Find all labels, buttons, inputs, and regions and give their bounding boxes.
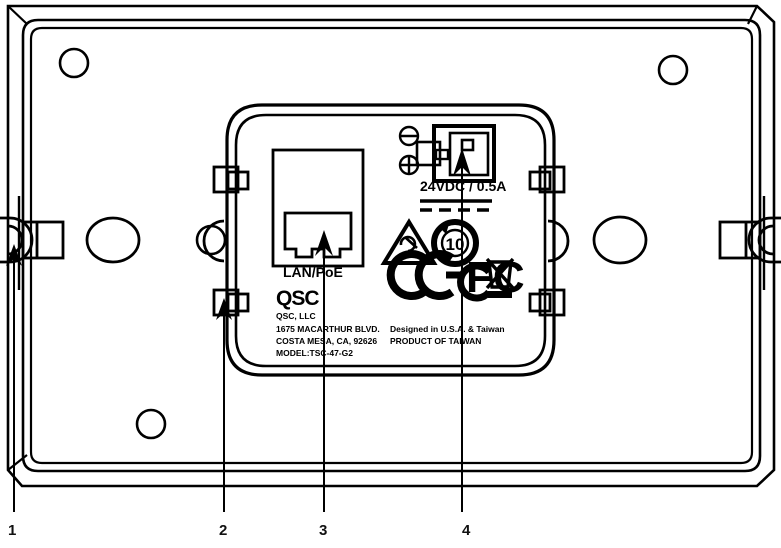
module-outline-outer <box>225 103 556 377</box>
mounting-tab-upper-left-outer <box>226 170 250 191</box>
frame-corner-bevel-bl <box>7 454 28 471</box>
weee-cross-2 <box>485 257 515 290</box>
mounting-tab-upper-right-outer <box>528 170 552 191</box>
label-origin2: PRODUCT OF TAIWAN <box>390 336 481 346</box>
power-connector-pin <box>460 138 475 152</box>
qsc-logo: QSC <box>276 287 320 310</box>
callout-number-4: 4 <box>462 522 471 539</box>
bracket-clip-right-inner <box>757 224 774 256</box>
mounting-tab-lower-right-outer <box>528 292 552 313</box>
frame-front-face <box>21 18 762 473</box>
frame-corner-bevel-tl <box>7 5 28 25</box>
label-address2: COSTA MESA, CA, 92626 <box>276 336 377 346</box>
module-outline-inner <box>234 113 547 368</box>
callout-arrowhead-1 <box>6 244 22 266</box>
rcm-triangle <box>380 218 438 265</box>
callout-leaders <box>6 148 471 512</box>
screw-hole-top-right <box>657 54 689 86</box>
screw-hole-mid-left <box>195 224 227 256</box>
rohs-inner-circle <box>440 228 470 258</box>
label-model: MODEL:TSC-47-G2 <box>276 348 353 358</box>
callout-arrowhead-2 <box>216 298 232 320</box>
label-address1: 1675 MACARTHUR BLVD. <box>276 324 380 334</box>
frame-corner-bevel-tr <box>747 5 758 25</box>
china-rohs-mark-icon: 10 <box>431 219 479 267</box>
screw-hole-bottom-left <box>135 408 167 440</box>
power-connector-outer <box>432 124 496 183</box>
frame-bevel-edge <box>6 4 776 488</box>
weee-underbar <box>488 291 512 298</box>
ce-mark-icon <box>386 250 462 300</box>
rohs-arrow-gap <box>440 224 449 234</box>
callout-number-2: 2 <box>219 522 228 539</box>
mounting-tab-lower-left-outer <box>226 292 250 313</box>
ce-letter-c <box>386 250 427 300</box>
lan-poe-label: LAN/PoE <box>283 264 343 280</box>
frame-front-face-inner-line <box>29 26 754 465</box>
bracket-clip-right-outer <box>747 216 781 264</box>
device-module-body <box>225 103 556 377</box>
cutout-oval-right-inner <box>547 219 570 263</box>
module-mounting-tabs <box>212 165 566 317</box>
callout-arrowhead-4 <box>453 148 471 176</box>
frame-screw-holes <box>58 47 689 440</box>
side-bracket-right <box>718 196 781 290</box>
outer-mounting-frame <box>6 4 776 488</box>
screw-hole-top-left <box>58 47 90 79</box>
label-origin1: Designed in U.S.A. & Taiwan <box>390 324 505 334</box>
mounting-tab-lower-right <box>538 288 566 317</box>
cutout-oval-left-inner <box>202 219 225 263</box>
cutout-oval-right <box>592 215 648 265</box>
rcm-tick <box>399 235 418 253</box>
terminal-plus-slot <box>399 155 419 175</box>
rcm-mark-icon <box>380 218 438 265</box>
mounting-tab-upper-left <box>212 165 240 194</box>
callout-number-3: 3 <box>319 522 328 539</box>
mounting-tab-upper-right <box>538 165 566 194</box>
power-terminal-block <box>415 124 496 183</box>
weee-mark-icon <box>485 257 515 298</box>
power-connector-side-nub <box>434 148 450 161</box>
side-bracket-left <box>0 196 65 290</box>
terminal-polarity-symbols <box>398 125 420 176</box>
cutout-oval-left <box>85 216 141 264</box>
power-connector-inner <box>448 131 490 177</box>
label-text-block: QSC, LLC 1675 MACARTHUR BLVD. COSTA MESA… <box>276 311 505 358</box>
callout-arrowhead-3 <box>315 230 333 256</box>
lan-port-housing <box>271 148 365 268</box>
dc-power-symbol-icon <box>420 199 492 212</box>
fcc-swoosh <box>457 262 492 302</box>
qsc-logo-text: QSC <box>276 287 319 310</box>
rohs-outer-circle <box>431 219 479 267</box>
mounting-tab-lower-left <box>212 288 240 317</box>
power-rating-label: 24VDC / 0.5A <box>420 178 506 194</box>
frame-cutout-ovals <box>85 215 648 265</box>
label-company: QSC, LLC <box>276 311 316 321</box>
rohs-years-label: 10 <box>446 235 465 254</box>
ce-letter-e <box>414 250 455 300</box>
power-connector-side-tab <box>415 140 442 167</box>
callout-number-1: 1 <box>8 522 17 539</box>
